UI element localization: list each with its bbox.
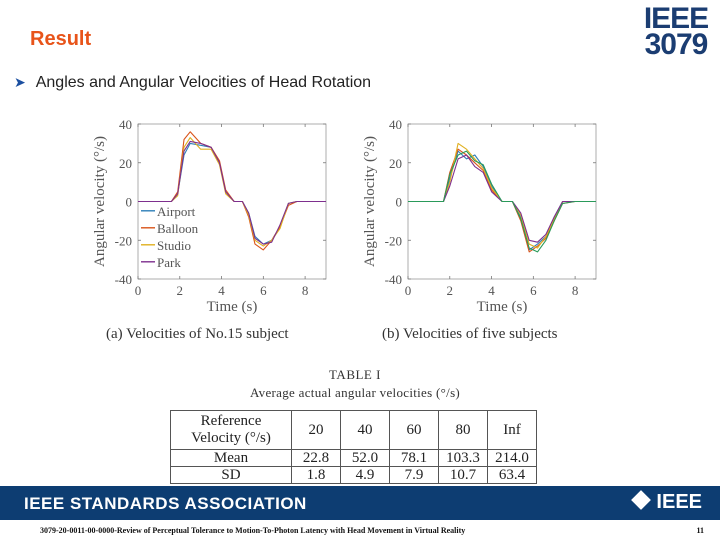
page-number: 11 <box>696 526 704 535</box>
table-title: TABLE I Average actual angular velocitie… <box>175 367 535 401</box>
footer-band: IEEE STANDARDS ASSOCIATION IEEE <box>0 486 720 520</box>
table-cell: 22.8 <box>291 449 341 467</box>
table-cell: 4.9 <box>340 466 390 484</box>
table-cell: 78.1 <box>389 449 439 467</box>
table-cell: 103.3 <box>438 449 488 467</box>
ieee-standards-association-logo: IEEE STANDARDS ASSOCIATION <box>24 494 307 513</box>
chart-b-x-tick-label: 4 <box>488 283 495 298</box>
row-label-sd: SD <box>170 466 292 484</box>
chart-b-caption: (b) Velocities of five subjects <box>382 326 558 342</box>
bullet-item: ➤ Angles and Angular Velocities of Head R… <box>14 74 371 92</box>
table-cell: 7.9 <box>389 466 439 484</box>
chart-a-x-tick-label: 8 <box>302 283 309 298</box>
table-cell: 80 <box>438 410 488 450</box>
chart-a-x-tick-label: 0 <box>135 283 142 298</box>
chart-b-y-axis-label: Angular velocity (°/s) <box>362 136 378 267</box>
row-label-reference: Reference Velocity (°/s) <box>170 410 292 450</box>
row-label-reference-line2: Velocity (°/s) <box>191 430 271 446</box>
chart-a-x-tick-label: 4 <box>218 283 225 298</box>
chart-a-legend-label: Studio <box>157 238 191 253</box>
chart-a-y-tick-label: 20 <box>119 156 132 171</box>
chart-a-y-tick-label: 0 <box>126 195 133 210</box>
chart-a-y-tick-label: -20 <box>115 233 132 248</box>
row-label-mean: Mean <box>170 449 292 467</box>
table-row-mean: Mean 22.8 52.0 78.1 103.3 214.0 <box>170 449 537 467</box>
ieee-logo-text: IEEE <box>656 491 702 513</box>
chart-b-x-tick-label: 8 <box>572 283 579 298</box>
chart-a-x-tick-label: 6 <box>260 283 267 298</box>
chart-b-x-axis-label: Time (s) <box>477 299 528 315</box>
logo-line-3079: 3079 <box>644 28 709 61</box>
slide-title: Result <box>30 28 92 50</box>
bullet-text: Angles and Angular Velocities of Head Ro… <box>35 74 372 91</box>
chart-a-legend-label: Airport <box>157 204 196 219</box>
chart-a-caption: (a) Velocities of No.15 subject <box>106 326 289 342</box>
footer-document-title: 3079-20-0011-00-0000-Review of Perceptua… <box>40 526 466 535</box>
ieee-logo: IEEE <box>631 490 702 514</box>
chart-a-legend-label: Balloon <box>157 221 199 236</box>
table-cell: 60 <box>389 410 439 450</box>
chart-a-velocities-subject-15: 0 2 4 6 8 40 20 0 -20 -40 Time (s) Angular velocity… <box>92 117 327 315</box>
chart-a-legend-label: Park <box>157 255 181 270</box>
chart-b-y-tick-label: 0 <box>396 195 403 210</box>
arrow-bullet-icon: ➤ <box>14 74 26 90</box>
row-label-reference-line1: Reference <box>200 413 262 429</box>
chart-b-y-tick-label: -40 <box>385 272 402 287</box>
velocity-table: Reference Velocity (°/s) 20 40 60 80 Inf… <box>170 410 537 484</box>
table-cell: 214.0 <box>487 449 537 467</box>
chart-b-y-tick-label: 20 <box>389 156 402 171</box>
table-cell: 10.7 <box>438 466 488 484</box>
table-cell: 63.4 <box>487 466 537 484</box>
chart-b-x-tick-label: 6 <box>530 283 537 298</box>
table-title-line1: TABLE I <box>329 367 381 382</box>
table-title-line2: Average actual angular velocities (°/s) <box>249 385 461 400</box>
logo-line-ieee: IEEE <box>643 2 709 35</box>
ieee-diamond-icon <box>631 490 652 510</box>
table-row-reference: Reference Velocity (°/s) 20 40 60 80 Inf <box>170 410 537 450</box>
chart-a-y-tick-label: -40 <box>115 272 132 287</box>
chart-a-y-tick-label: 40 <box>119 117 132 132</box>
ieee-3079-logo: IEEE 3079 <box>640 2 712 61</box>
chart-b-y-tick-label: 40 <box>389 117 402 132</box>
chart-a-x-axis-label: Time (s) <box>207 299 258 315</box>
table-cell: 40 <box>340 410 390 450</box>
table-row-sd: SD 1.8 4.9 7.9 10.7 63.4 <box>170 466 537 484</box>
table-cell: 20 <box>291 410 341 450</box>
chart-b-series-line-subject-5 <box>408 150 596 253</box>
chart-a-series-line-park <box>138 140 326 245</box>
table-cell: Inf <box>487 410 537 450</box>
chart-b-velocities-five-subjects: 0 2 4 6 8 40 20 0 -20 -40 Time (s) Angular velocity… <box>362 117 597 315</box>
chart-b-y-tick-label: -20 <box>385 233 402 248</box>
chart-b-x-tick-label: 2 <box>447 283 454 298</box>
chart-b-x-tick-label: 0 <box>405 283 412 298</box>
table-cell: 52.0 <box>340 449 390 467</box>
chart-a-x-tick-label: 2 <box>177 283 184 298</box>
chart-a-y-axis-label: Angular velocity (°/s) <box>92 136 108 267</box>
table-cell: 1.8 <box>291 466 341 484</box>
